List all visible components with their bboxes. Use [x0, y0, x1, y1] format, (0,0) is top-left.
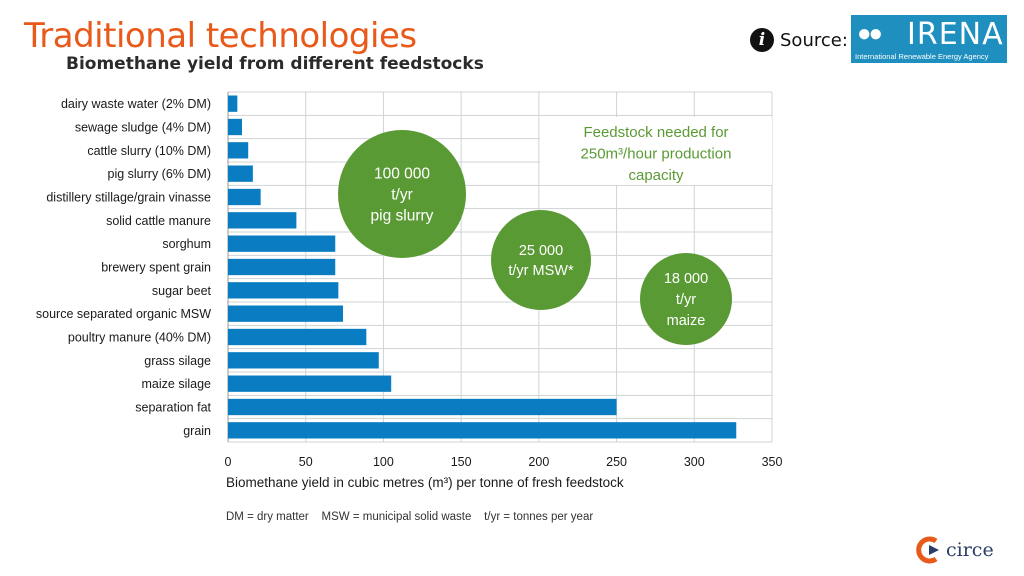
- circe-mark-icon: [916, 536, 939, 564]
- category-label: sewage sludge (4% DM): [75, 121, 211, 135]
- bubble-line: t/yr MSW*: [508, 263, 574, 279]
- category-label: solid cattle manure: [106, 214, 211, 228]
- x-tick-label: 100: [373, 455, 394, 469]
- source-attribution: i Source:: [750, 28, 848, 52]
- bubble-line: 100 000: [374, 165, 430, 182]
- circe-logo-name: circe: [946, 539, 994, 561]
- bar: [228, 352, 379, 369]
- x-tick-label: 50: [299, 455, 313, 469]
- bubble-line: t/yr: [391, 186, 413, 203]
- callout-line: 250m³/hour production: [581, 146, 732, 163]
- circe-logo: circe: [914, 536, 994, 564]
- info-icon: i: [750, 28, 774, 52]
- category-label: grass silage: [144, 354, 211, 368]
- bar: [228, 422, 737, 439]
- feedstock-bubble: [491, 210, 591, 310]
- x-tick-label: 200: [528, 455, 549, 469]
- category-label: separation fat: [135, 401, 211, 415]
- x-tick-label: 350: [762, 455, 783, 469]
- category-label: distillery stillage/grain vinasse: [46, 191, 211, 205]
- feedstock-bubble: [640, 253, 732, 345]
- bar: [228, 282, 339, 299]
- bar: [228, 212, 297, 229]
- x-tick-label: 250: [606, 455, 627, 469]
- footnote: DM = dry matter MSW = municipal solid wa…: [226, 511, 593, 523]
- bubble-line: 18 000: [664, 271, 708, 287]
- bubble-line: t/yr: [676, 292, 696, 308]
- x-tick-label: 0: [225, 455, 232, 469]
- category-label: dairy waste water (2% DM): [61, 97, 211, 111]
- bubble-line: 25 000: [519, 243, 563, 259]
- bar: [228, 118, 242, 136]
- bar: [228, 165, 253, 182]
- source-label: Source:: [780, 29, 848, 51]
- bar: [228, 328, 367, 346]
- irena-logo-name: IRENA: [907, 17, 1004, 52]
- callout-box: [540, 117, 772, 185]
- chart-subtitle: Biomethane yield from different feedstoc…: [66, 54, 484, 74]
- slide-title: Traditional technologies: [24, 16, 417, 56]
- x-tick-label: 300: [684, 455, 705, 469]
- bar: [228, 398, 617, 416]
- bar: [228, 188, 261, 206]
- category-label: brewery spent grain: [101, 261, 211, 275]
- irena-mark-icon: ●●: [857, 20, 883, 47]
- bar: [228, 95, 238, 112]
- category-label: source separated organic MSW: [36, 307, 211, 321]
- bubble-line: pig slurry: [371, 207, 434, 224]
- x-tick-label: 150: [451, 455, 472, 469]
- category-label: poultry manure (40% DM): [68, 331, 211, 345]
- bar: [228, 305, 344, 322]
- bar: [228, 375, 392, 392]
- callout-line: capacity: [628, 167, 684, 184]
- irena-logo: ●● IRENA International Renewable Energy …: [851, 15, 1007, 63]
- bar: [228, 258, 336, 276]
- irena-logo-subtitle: International Renewable Energy Agency: [855, 52, 989, 61]
- category-label: cattle slurry (10% DM): [87, 144, 211, 158]
- bubble-line: maize: [667, 313, 706, 329]
- x-axis-label: Biomethane yield in cubic metres (m³) pe…: [226, 475, 624, 490]
- category-label: grain: [183, 424, 211, 438]
- bar: [228, 142, 249, 159]
- category-label: sorghum: [162, 237, 211, 251]
- category-label: sugar beet: [152, 284, 212, 298]
- callout-line: Feedstock needed for: [583, 124, 728, 141]
- bar: [228, 235, 336, 252]
- feedstock-bubble: [338, 130, 466, 258]
- category-label: pig slurry (6% DM): [108, 167, 212, 181]
- category-label: maize silage: [142, 377, 212, 391]
